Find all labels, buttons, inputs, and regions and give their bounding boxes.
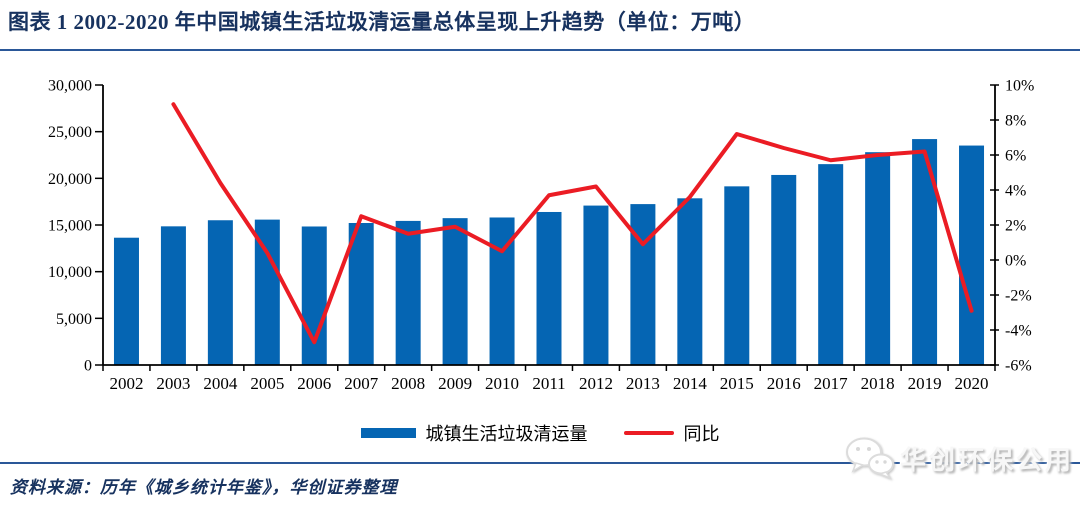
left-tick-label: 30,000 [48, 78, 92, 95]
x-tick-label: 2020 [955, 374, 989, 393]
x-tick-label: 2005 [250, 374, 284, 393]
left-tick-label: 15,000 [48, 218, 92, 235]
bar-2020 [959, 145, 985, 365]
x-tick-label: 2010 [485, 374, 519, 393]
x-tick-label: 2013 [626, 374, 660, 393]
x-tick-label: 2017 [814, 374, 849, 393]
wechat-icon [845, 437, 894, 480]
footer-separator-line [0, 462, 1080, 464]
left-tick-label: 10,000 [48, 264, 92, 281]
x-tick-label: 2006 [297, 374, 331, 393]
x-tick-label: 2014 [673, 374, 708, 393]
right-tick-label: -4% [1005, 323, 1032, 340]
left-tick-label: 0 [84, 358, 92, 375]
bar-2009 [442, 218, 468, 365]
figure-title: 图表 1 2002-2020 年中国城镇生活垃圾清运量总体呈现上升趋势（单位：万… [8, 10, 756, 34]
right-tick-label: 0% [1005, 253, 1026, 270]
bar-2018 [865, 152, 891, 365]
bar-2019 [912, 139, 938, 365]
bar-2015 [724, 186, 750, 365]
yoy-line [171, 102, 974, 345]
bar-2008 [395, 220, 421, 365]
x-tick-label: 2009 [438, 374, 472, 393]
x-tick-label: 2008 [391, 374, 425, 393]
chart-legend: 城镇生活垃圾清运量 同比 [0, 418, 1080, 448]
right-tick-label: -6% [1005, 358, 1032, 375]
left-tick-label: 25,000 [48, 124, 92, 141]
left-tick-label: 20,000 [48, 171, 92, 188]
watermark-text: 华创环保公用 [899, 445, 1074, 475]
legend-item-bar: 城镇生活垃圾清运量 [360, 420, 588, 446]
right-tick-label: 6% [1005, 148, 1026, 165]
source-note: 资料来源：历年《城乡统计年鉴》，华创证券整理 [10, 478, 398, 497]
bar-2017 [818, 164, 844, 365]
bar-2004 [207, 220, 233, 365]
x-tick-label: 2019 [908, 374, 942, 393]
right-tick-label: 10% [1005, 78, 1034, 95]
x-tick-label: 2002 [109, 374, 143, 393]
legend-item-line: 同比 [623, 420, 720, 446]
legend-line-label: 同比 [683, 424, 720, 444]
title-separator-line [0, 49, 1080, 51]
right-tick-label: 4% [1005, 183, 1026, 200]
bar-series-swatch-icon [360, 428, 416, 438]
bar-2013 [630, 204, 656, 365]
x-tick-label: 2015 [720, 374, 754, 393]
right-tick-label: -2% [1005, 288, 1032, 305]
bar-2012 [583, 205, 609, 365]
x-tick-label: 2003 [156, 374, 190, 393]
x-tick-label: 2012 [579, 374, 613, 393]
legend-bar-label: 城镇生活垃圾清运量 [425, 424, 588, 444]
line-series-swatch-icon [623, 431, 674, 435]
bar-2002 [113, 237, 139, 365]
combo-chart: 0 5,000 10,000 15,000 20,000 25,000 30,000 -6% -… [48, 78, 1034, 394]
bar-2007 [348, 222, 374, 365]
right-tick-label: 2% [1005, 218, 1026, 235]
watermark: 华创环保公用 [844, 436, 1074, 480]
x-tick-label: 2011 [532, 374, 565, 393]
bar-2014 [677, 198, 703, 365]
x-tick-label: 2004 [203, 374, 238, 393]
bar-2003 [160, 226, 186, 365]
x-tick-label: 2016 [767, 374, 801, 393]
x-tick-label: 2007 [344, 374, 379, 393]
x-tick-label: 2018 [861, 374, 895, 393]
bar-2011 [536, 211, 562, 365]
bar-2016 [771, 174, 797, 365]
left-tick-label: 5,000 [56, 311, 92, 328]
right-tick-label: 8% [1005, 113, 1026, 130]
